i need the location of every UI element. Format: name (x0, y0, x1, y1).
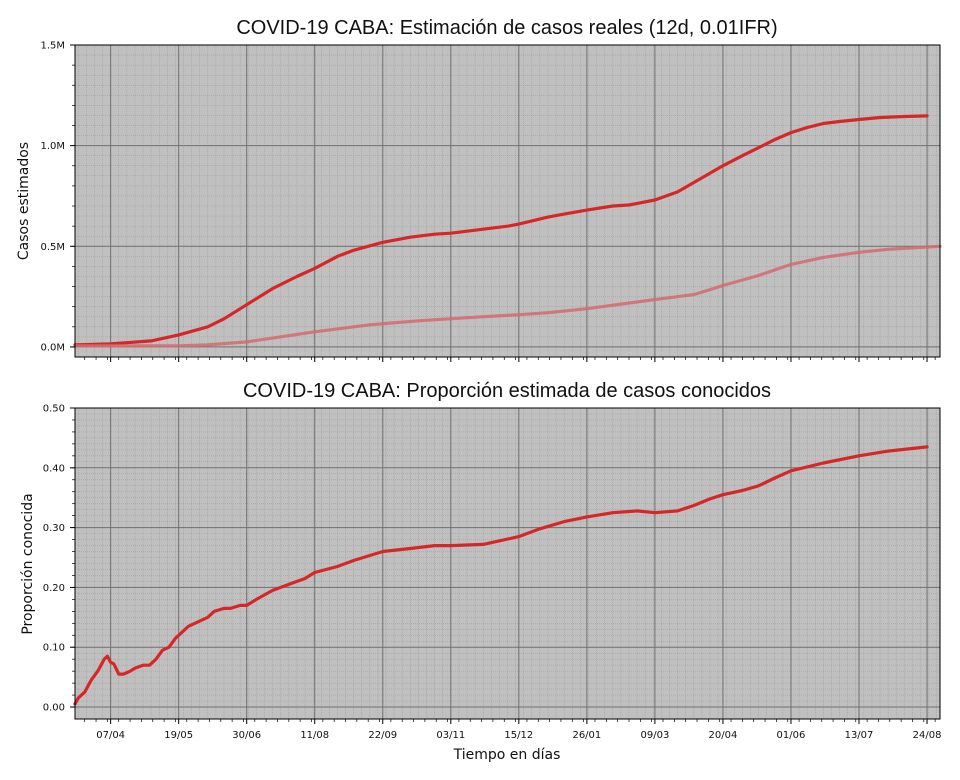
y-tick-label: 0.5M (40, 242, 65, 253)
x-ticks: 07/04 19/05 30/06 11/08 22/09 03/11 15/12 26/01… (84, 719, 942, 741)
chart-title: COVID-19 CABA: Estimación de casos reale… (236, 17, 777, 39)
x-tick-label: 01/06 (777, 730, 806, 741)
major-grid (75, 44, 940, 357)
x-tick-label: 26/01 (572, 730, 601, 741)
y-tick-label: 0.0M (40, 342, 65, 353)
chart-title: COVID-19 CABA: Proporción estimada de ca… (243, 380, 771, 402)
y-axis-label: Proporción conocida (20, 493, 36, 634)
y-tick-label: 0.00 (43, 703, 65, 714)
x-tick-label: 24/08 (913, 730, 942, 741)
x-tick-label: 11/08 (300, 730, 329, 741)
minor-grid (75, 407, 940, 719)
x-tick-label: 07/04 (96, 730, 125, 741)
series-line-1 (73, 445, 929, 706)
plot-frame (74, 407, 941, 720)
x-axis-label: Tiempo en días (453, 747, 561, 763)
series-group (73, 114, 942, 348)
x-tick-label: 03/11 (436, 730, 465, 741)
y-ticks: 0.0M 0.5M 1.0M 1.5M (40, 41, 75, 353)
y-ticks: 0.00 0.10 0.20 0.30 0.40 0.50 (43, 404, 75, 714)
y-tick-label: 0.30 (43, 523, 65, 534)
x-tick-label: 20/04 (709, 730, 738, 741)
y-tick-label: 1.5M (40, 41, 65, 52)
x-tick-label: 13/07 (845, 730, 874, 741)
y-tick-label: 1.0M (40, 141, 65, 152)
x-tick-label: 09/03 (640, 730, 669, 741)
chart-known-proportion: COVID-19 CABA: Proporción estimada de ca… (20, 380, 941, 763)
x-ticks (84, 357, 936, 362)
chart-estimated-cases: COVID-19 CABA: Estimación de casos reale… (16, 17, 942, 362)
x-tick-label: 15/12 (504, 730, 533, 741)
y-tick-label: 0.10 (43, 643, 65, 654)
y-tick-label: 0.20 (43, 583, 65, 594)
x-tick-label: 19/05 (164, 730, 193, 741)
y-tick-label: 0.40 (43, 463, 65, 474)
plot-frame (74, 44, 941, 358)
x-tick-label: 22/09 (368, 730, 397, 741)
series-line-1 (73, 114, 929, 347)
x-tick-label: 30/06 (232, 730, 261, 741)
y-axis-label: Casos estimados (16, 142, 32, 260)
y-tick-label: 0.50 (43, 404, 65, 415)
series-group (73, 445, 929, 706)
series-line-2 (73, 244, 942, 348)
